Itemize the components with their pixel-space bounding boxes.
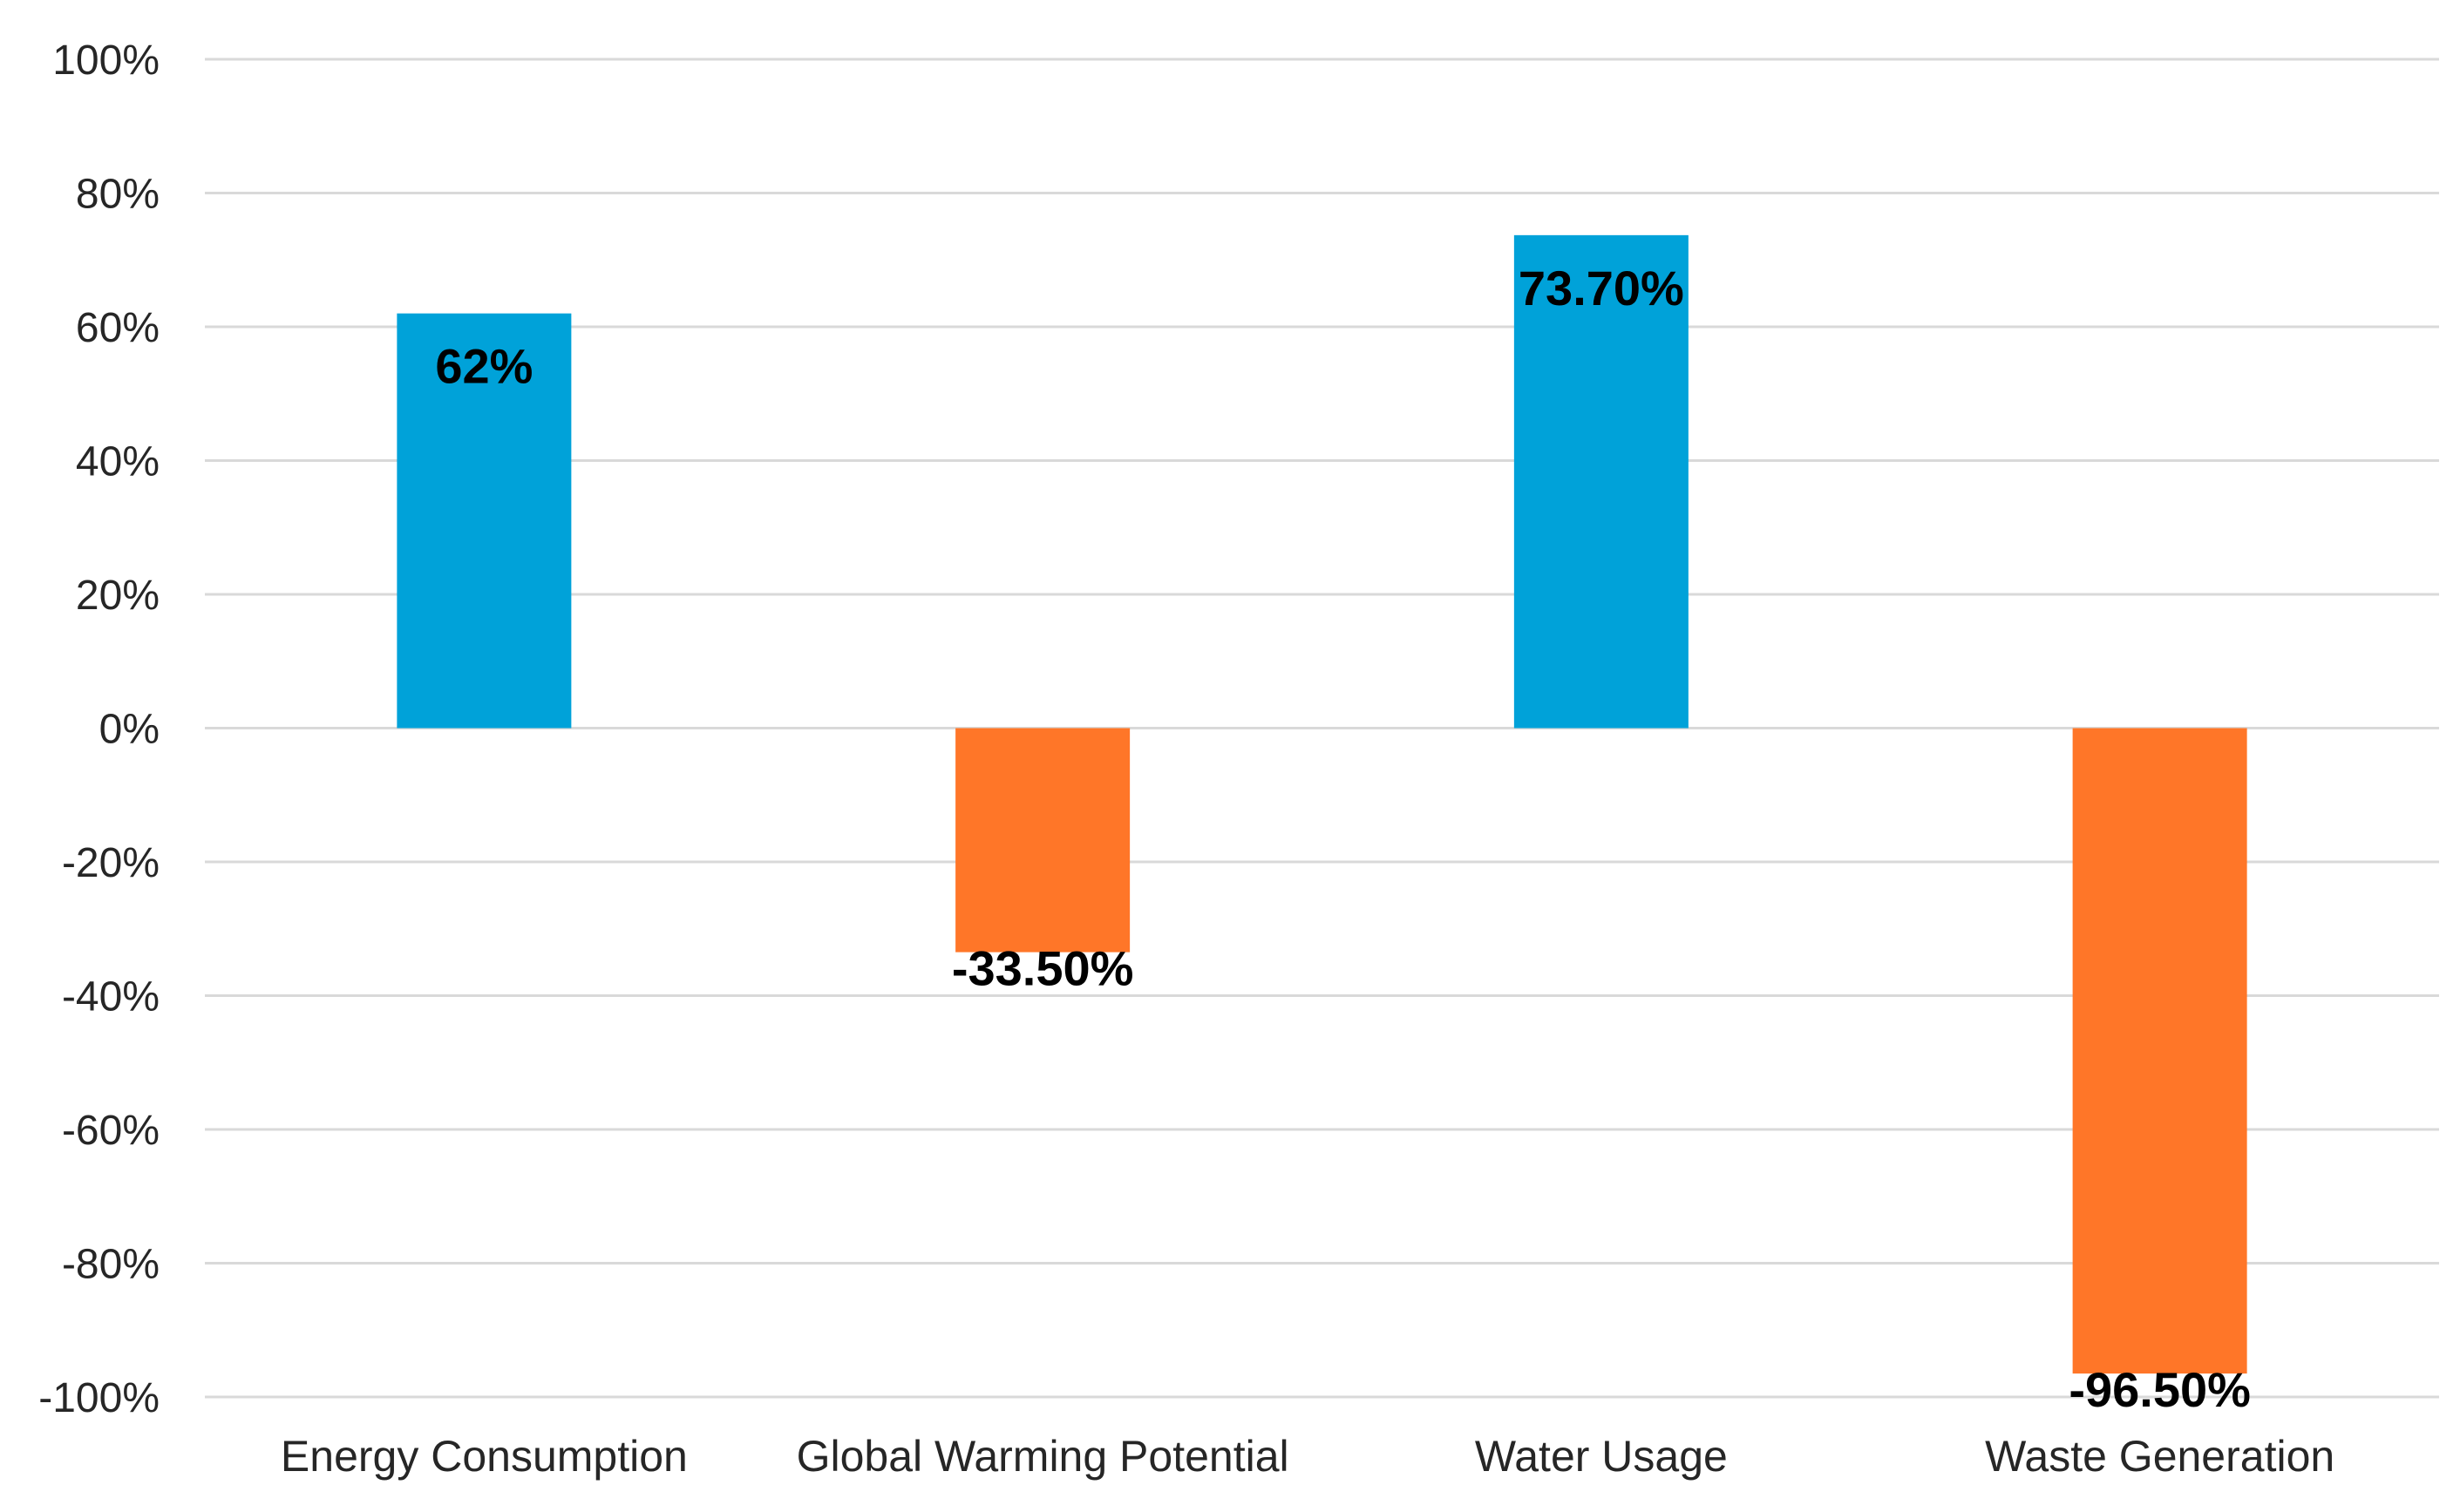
bar bbox=[2072, 728, 2247, 1374]
data-label: -33.50% bbox=[952, 941, 1134, 996]
y-tick-label: -40% bbox=[62, 974, 160, 1020]
bar bbox=[955, 728, 1131, 953]
bar bbox=[397, 313, 572, 729]
y-tick-label: -100% bbox=[38, 1375, 160, 1421]
data-label: 73.70% bbox=[1519, 261, 1684, 315]
x-axis-category-labels: Energy Consumption Global Warming Potenti… bbox=[281, 1432, 2334, 1481]
y-tick-label: -60% bbox=[62, 1108, 160, 1154]
y-tick-label: 100% bbox=[52, 37, 160, 84]
bars bbox=[397, 234, 2247, 1374]
data-labels: 62% -33.50% 73.70% -96.50% bbox=[435, 261, 2251, 1417]
y-tick-label: 60% bbox=[76, 305, 160, 351]
y-tick-label: 80% bbox=[76, 172, 160, 218]
x-category-label: Energy Consumption bbox=[281, 1432, 688, 1481]
gridlines bbox=[205, 58, 2439, 1399]
y-tick-label: -20% bbox=[62, 840, 160, 886]
y-tick-label: 40% bbox=[76, 439, 160, 485]
data-label: 62% bbox=[435, 339, 533, 394]
y-tick-label: -80% bbox=[62, 1242, 160, 1288]
x-category-label: Waste Generation bbox=[1985, 1432, 2334, 1481]
y-tick-label: 0% bbox=[99, 707, 160, 753]
data-label: -96.50% bbox=[2069, 1362, 2251, 1417]
x-category-label: Global Warming Potential bbox=[797, 1432, 1289, 1481]
y-axis-tick-labels: 100% 80% 60% 40% 20% 0% -20% -40% -60% -80% -100% bbox=[38, 37, 160, 1421]
x-category-label: Water Usage bbox=[1475, 1432, 1728, 1481]
y-tick-label: 20% bbox=[76, 573, 160, 619]
bar bbox=[1513, 234, 1689, 729]
